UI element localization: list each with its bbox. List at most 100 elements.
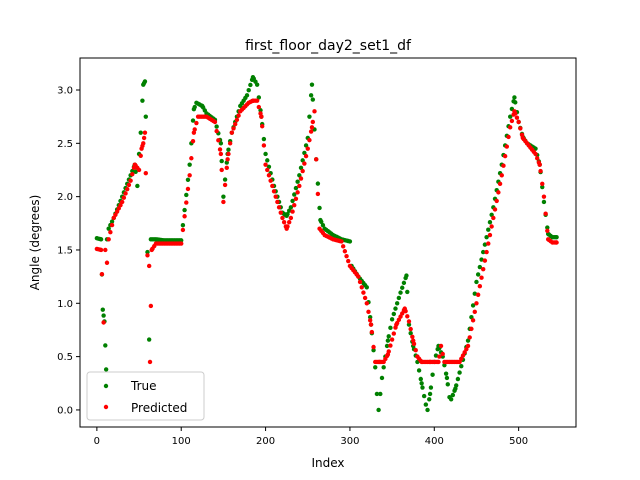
point-predicted [481,266,486,272]
point-predicted [469,326,474,332]
chart-title: first_floor_day2_set1_df [245,38,412,54]
point-predicted [261,143,267,148]
point-predicted [179,241,184,246]
point-true [180,223,186,228]
point-true [100,307,105,312]
point-predicted [502,153,508,159]
point-predicted [408,326,413,332]
point-predicted [141,141,146,146]
point-predicted [497,181,503,187]
point-predicted [229,130,235,135]
point-predicted [389,337,395,342]
point-true [222,177,228,182]
point-true [184,192,189,198]
point-predicted [496,190,501,195]
point-predicted [357,279,363,285]
point-predicted [123,191,128,196]
point-predicted [491,215,496,221]
point-true [226,147,231,152]
point-predicted [356,274,361,279]
point-predicted [106,237,111,242]
point-predicted [119,199,125,205]
point-predicted [121,195,127,200]
point-true [400,285,405,290]
point-predicted [406,319,412,324]
point-true [214,124,219,129]
point-true [288,205,294,210]
point-true [310,97,316,102]
point-true [98,237,104,242]
point-predicted [366,309,371,315]
point-predicted [180,227,186,233]
point-true [190,118,196,123]
point-predicted [125,186,130,192]
point-true [317,205,322,211]
point-predicted [315,191,321,197]
y-tick-label: 0.0 [57,405,73,416]
point-predicted [98,247,104,253]
point-true [540,184,545,190]
point-predicted [148,303,154,309]
point-predicted [225,157,230,162]
point-predicted [221,199,226,205]
point-predicted [233,121,238,127]
point-true [454,383,459,388]
point-predicted [479,275,484,280]
legend: True Predicted [86,371,205,421]
point-true [221,194,226,199]
point-predicted [260,124,265,129]
point-predicted [185,186,191,192]
point-predicted [554,240,559,245]
point-predicted [518,126,523,131]
point-predicted [339,239,344,244]
point-true [381,365,386,370]
point-predicted [142,130,148,135]
point-predicted [219,167,224,173]
point-predicted [438,343,444,349]
point-predicted [342,249,348,254]
point-predicted [308,129,314,134]
point-true [482,242,488,247]
point-true [448,397,454,402]
point-predicted [467,335,472,340]
point-true [315,181,321,186]
point-true [484,234,489,240]
point-predicted [470,318,476,323]
point-predicted [212,119,218,125]
point-true [408,330,413,336]
point-true [145,249,150,255]
point-true [319,219,324,225]
point-true [347,239,353,244]
point-predicted [224,165,229,171]
point-predicted [486,241,491,246]
point-true [554,234,559,240]
point-true [364,285,369,290]
point-predicted [475,292,481,297]
point-true [425,407,430,413]
point-predicted [506,134,511,140]
point-predicted [472,309,477,315]
point-true [479,257,484,262]
point-predicted [290,209,295,214]
point-predicted [440,351,445,357]
point-predicted [259,114,264,119]
x-tick-label: 300 [340,436,359,447]
point-predicted [275,199,280,205]
point-predicted [104,260,110,265]
point-true [394,301,400,306]
point-true [477,264,483,270]
point-predicted [128,178,133,183]
point-predicted [538,168,543,174]
point-true [428,385,434,390]
point-predicted [537,162,542,167]
point-true [219,158,224,164]
point-true [261,136,267,142]
plot-frame [79,57,577,428]
point-true [450,392,456,398]
y-tick-label: 2.0 [57,192,73,203]
y-tick-label: 3.0 [57,85,73,96]
point-predicted [388,343,393,348]
x-axis-label: Index [311,456,344,470]
point-predicted [494,198,499,204]
